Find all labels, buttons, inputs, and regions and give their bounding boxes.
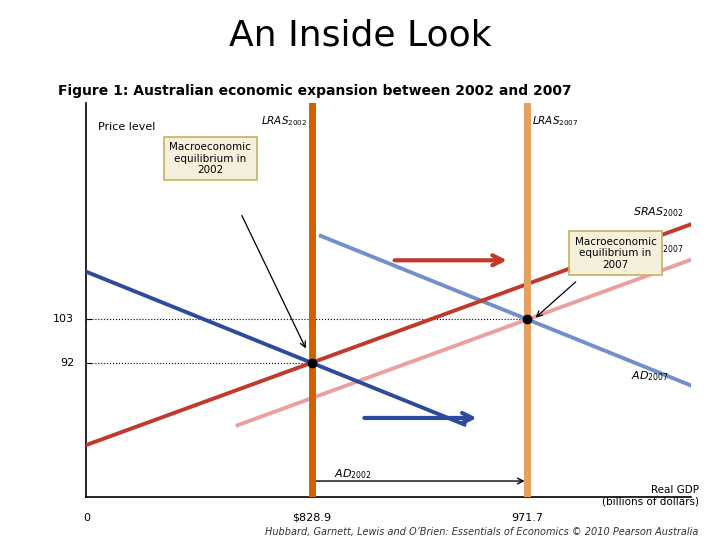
Text: Macroeconomic
equilibrium in
2002: Macroeconomic equilibrium in 2002 bbox=[169, 142, 251, 175]
Text: $AD_{2002}$: $AD_{2002}$ bbox=[333, 467, 372, 481]
Text: Figure 1: Australian economic expansion between 2002 and 2007: Figure 1: Australian economic expansion … bbox=[58, 84, 571, 98]
Text: $SRAS_{2002}$: $SRAS_{2002}$ bbox=[633, 205, 684, 219]
Text: Real GDP
(billions of dollars): Real GDP (billions of dollars) bbox=[602, 485, 699, 507]
Text: $AD_{2007}$: $AD_{2007}$ bbox=[631, 369, 669, 383]
Text: 0: 0 bbox=[83, 512, 90, 523]
Text: $LRAS_{2007}$: $LRAS_{2007}$ bbox=[532, 114, 579, 128]
Text: 103: 103 bbox=[53, 314, 74, 325]
Text: 92: 92 bbox=[60, 358, 74, 368]
Text: Macroeconomic
equilibrium in
2007: Macroeconomic equilibrium in 2007 bbox=[575, 237, 657, 270]
Text: Price level: Price level bbox=[99, 122, 156, 132]
Text: $SRAS_{2007}$: $SRAS_{2007}$ bbox=[633, 241, 684, 254]
Text: $LRAS_{2002}$: $LRAS_{2002}$ bbox=[261, 114, 307, 128]
Text: Hubbard, Garnett, Lewis and O’Brien: Essentials of Economics © 2010 Pearson Aust: Hubbard, Garnett, Lewis and O’Brien: Ess… bbox=[265, 527, 698, 537]
Text: 971.7: 971.7 bbox=[511, 512, 544, 523]
Text: An Inside Look: An Inside Look bbox=[229, 19, 491, 53]
Text: $828.9: $828.9 bbox=[292, 512, 331, 523]
